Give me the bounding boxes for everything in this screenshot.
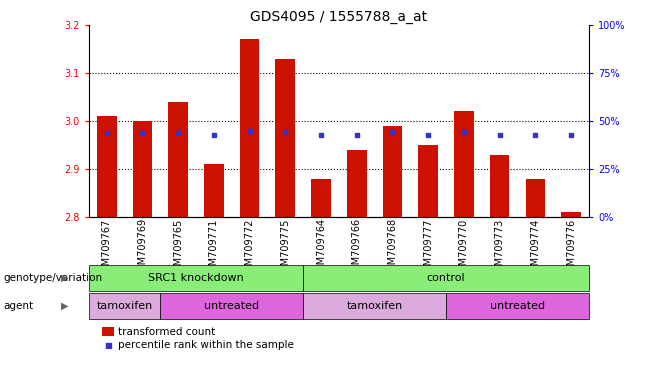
Bar xyxy=(133,121,152,217)
Text: SRC1 knockdown: SRC1 knockdown xyxy=(148,273,244,283)
Text: ▶: ▶ xyxy=(61,301,68,311)
Text: untreated: untreated xyxy=(204,301,259,311)
Bar xyxy=(204,164,224,217)
Text: untreated: untreated xyxy=(490,301,545,311)
Bar xyxy=(490,155,509,217)
Text: genotype/variation: genotype/variation xyxy=(3,273,103,283)
Bar xyxy=(561,212,581,217)
Text: transformed count: transformed count xyxy=(118,327,216,337)
Bar xyxy=(97,116,116,217)
Bar xyxy=(240,40,259,217)
Bar xyxy=(276,59,295,217)
Bar xyxy=(418,145,438,217)
Bar xyxy=(454,111,474,217)
Title: GDS4095 / 1555788_a_at: GDS4095 / 1555788_a_at xyxy=(250,10,428,24)
Text: agent: agent xyxy=(3,301,34,311)
Text: control: control xyxy=(427,273,465,283)
Bar xyxy=(168,102,188,217)
Text: ▶: ▶ xyxy=(61,273,68,283)
Bar xyxy=(382,126,402,217)
Text: percentile rank within the sample: percentile rank within the sample xyxy=(118,340,294,350)
Text: tamoxifen: tamoxifen xyxy=(347,301,403,311)
Bar xyxy=(311,179,331,217)
Text: ■: ■ xyxy=(104,341,112,350)
Text: tamoxifen: tamoxifen xyxy=(97,301,153,311)
Bar xyxy=(347,150,367,217)
Bar xyxy=(526,179,545,217)
